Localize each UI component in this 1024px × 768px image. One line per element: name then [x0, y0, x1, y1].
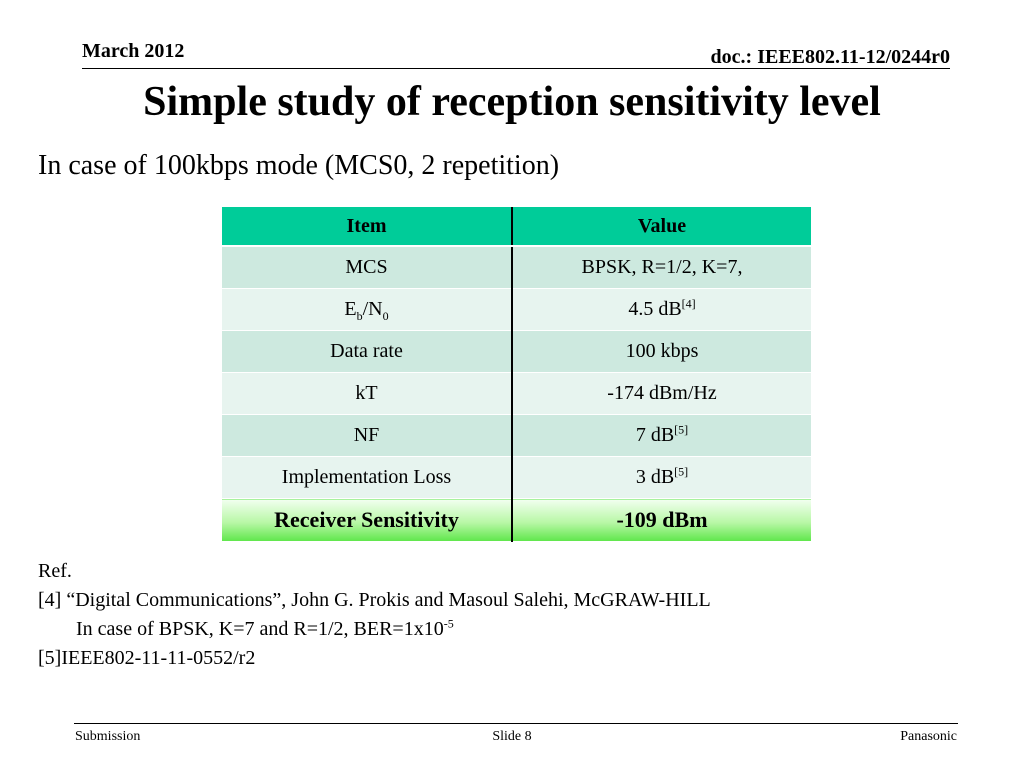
table-header-row: Item Value: [222, 207, 811, 247]
cell-item-sensitivity: Receiver Sensitivity: [222, 498, 513, 542]
table-row: Data rate 100 kbps: [222, 330, 811, 373]
header-doc-id: doc.: IEEE802.11-12/0244r0: [710, 46, 950, 68]
references: Ref. [4] “Digital Communications”, John …: [38, 557, 711, 673]
footer-slide-number: Slide 8: [492, 729, 532, 744]
footer-company: Panasonic: [900, 729, 957, 744]
sensitivity-table: Item Value MCS BPSK, R=1/2, K=7, Eb/N0 4…: [222, 207, 811, 542]
impl-loss-ref: [5]: [674, 464, 689, 479]
header-rule: [82, 68, 950, 69]
references-heading: Ref.: [38, 560, 72, 582]
cell-value-sensitivity: -109 dBm: [512, 498, 811, 542]
footer-submission: Submission: [75, 729, 141, 744]
header-date: March 2012: [82, 40, 185, 62]
cell-value-ebn0: 4.5 dB[4]: [512, 288, 811, 331]
table-row: Eb/N0 4.5 dB[4]: [222, 288, 811, 331]
cell-item-data-rate: Data rate: [222, 330, 513, 373]
column-header-item: Item: [222, 207, 513, 247]
footer-rule: [74, 723, 958, 724]
cell-value-kt: -174 dBm/Hz: [512, 372, 811, 415]
cell-item-kt: kT: [222, 372, 513, 415]
nf-value: 7 dB: [635, 424, 675, 446]
cell-item-mcs: MCS: [222, 246, 513, 289]
ebn0-sub-0: 0: [382, 309, 389, 323]
reference-4-note: In case of BPSK, K=7 and R=1/2, BER=1x10…: [38, 615, 711, 644]
cell-item-impl-loss: Implementation Loss: [222, 456, 513, 499]
impl-loss-value: 3 dB: [635, 466, 675, 488]
cell-value-impl-loss: 3 dB[5]: [512, 456, 811, 499]
table-row: kT -174 dBm/Hz: [222, 372, 811, 415]
column-header-value: Value: [512, 207, 811, 247]
reference-5: [5]IEEE802-11-11-0552/r2: [38, 647, 256, 669]
table-row-result: Receiver Sensitivity -109 dBm: [222, 498, 811, 542]
cell-value-nf: 7 dB[5]: [512, 414, 811, 457]
ebn0-e: E: [344, 298, 357, 320]
ebn0-value: 4.5 dB: [628, 298, 682, 320]
slide-subtitle: In case of 100kbps mode (MCS0, 2 repetit…: [38, 150, 560, 181]
slide-title: Simple study of reception sensitivity le…: [143, 79, 881, 125]
reference-4: [4] “Digital Communications”, John G. Pr…: [38, 589, 711, 611]
reference-4-note-exponent: -5: [443, 616, 454, 631]
table-row: MCS BPSK, R=1/2, K=7,: [222, 246, 811, 289]
cell-item-ebn0: Eb/N0: [222, 288, 513, 331]
table-row: Implementation Loss 3 dB[5]: [222, 456, 811, 499]
ebn0-ref: [4]: [681, 296, 696, 311]
cell-item-nf: NF: [222, 414, 513, 457]
nf-ref: [5]: [674, 422, 689, 437]
reference-4-note-text: In case of BPSK, K=7 and R=1/2, BER=1x10: [76, 618, 444, 640]
cell-value-data-rate: 100 kbps: [512, 330, 811, 373]
cell-value-mcs: BPSK, R=1/2, K=7,: [512, 246, 811, 289]
ebn0-n: /N: [362, 298, 383, 320]
table-row: NF 7 dB[5]: [222, 414, 811, 457]
ebn0-sub-b: b: [356, 309, 363, 323]
